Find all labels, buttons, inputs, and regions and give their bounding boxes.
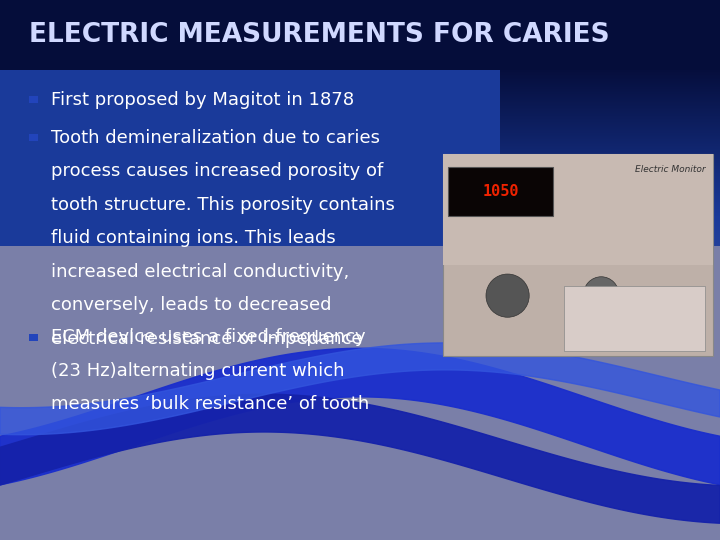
FancyBboxPatch shape xyxy=(0,70,500,259)
Text: tooth structure. This porosity contains: tooth structure. This porosity contains xyxy=(51,195,395,214)
Ellipse shape xyxy=(486,274,529,317)
Bar xyxy=(29,134,38,141)
Text: ELECTRIC MEASUREMENTS FOR CARIES: ELECTRIC MEASUREMENTS FOR CARIES xyxy=(29,22,609,48)
FancyBboxPatch shape xyxy=(0,246,720,540)
Text: ECM device uses a fixed-frequency: ECM device uses a fixed-frequency xyxy=(51,328,366,347)
Text: First proposed by Magitot in 1878: First proposed by Magitot in 1878 xyxy=(51,91,354,109)
Text: fluid containing ions. This leads: fluid containing ions. This leads xyxy=(51,229,336,247)
Bar xyxy=(29,97,38,104)
FancyBboxPatch shape xyxy=(0,0,720,70)
Text: (23 Hz)alternating current which: (23 Hz)alternating current which xyxy=(51,362,345,380)
Ellipse shape xyxy=(583,276,619,314)
Text: increased electrical conductivity,: increased electrical conductivity, xyxy=(51,262,349,281)
Text: process causes increased porosity of: process causes increased porosity of xyxy=(51,162,383,180)
Text: conversely, leads to decreased: conversely, leads to decreased xyxy=(51,296,332,314)
Bar xyxy=(29,334,38,341)
FancyBboxPatch shape xyxy=(443,154,713,356)
Text: measures ‘bulk resistance’ of tooth: measures ‘bulk resistance’ of tooth xyxy=(51,395,369,414)
FancyBboxPatch shape xyxy=(448,167,553,216)
Text: 1050: 1050 xyxy=(482,184,518,199)
FancyBboxPatch shape xyxy=(564,286,705,351)
Text: electrical resistance or impedance: electrical resistance or impedance xyxy=(51,329,363,348)
Text: Electric Monitor: Electric Monitor xyxy=(635,165,706,174)
Text: Tooth demineralization due to caries: Tooth demineralization due to caries xyxy=(51,129,380,147)
FancyBboxPatch shape xyxy=(443,154,713,265)
